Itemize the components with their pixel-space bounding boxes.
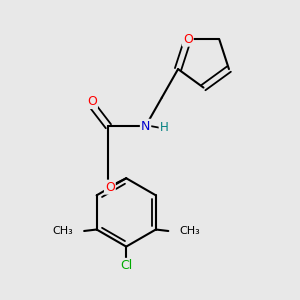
Text: N: N [141, 120, 150, 133]
Text: O: O [87, 95, 97, 108]
Text: H: H [160, 121, 168, 134]
Text: CH₃: CH₃ [180, 226, 200, 236]
Text: Cl: Cl [120, 259, 132, 272]
Text: O: O [183, 33, 193, 46]
Text: O: O [105, 181, 115, 194]
Text: CH₃: CH₃ [52, 226, 73, 236]
